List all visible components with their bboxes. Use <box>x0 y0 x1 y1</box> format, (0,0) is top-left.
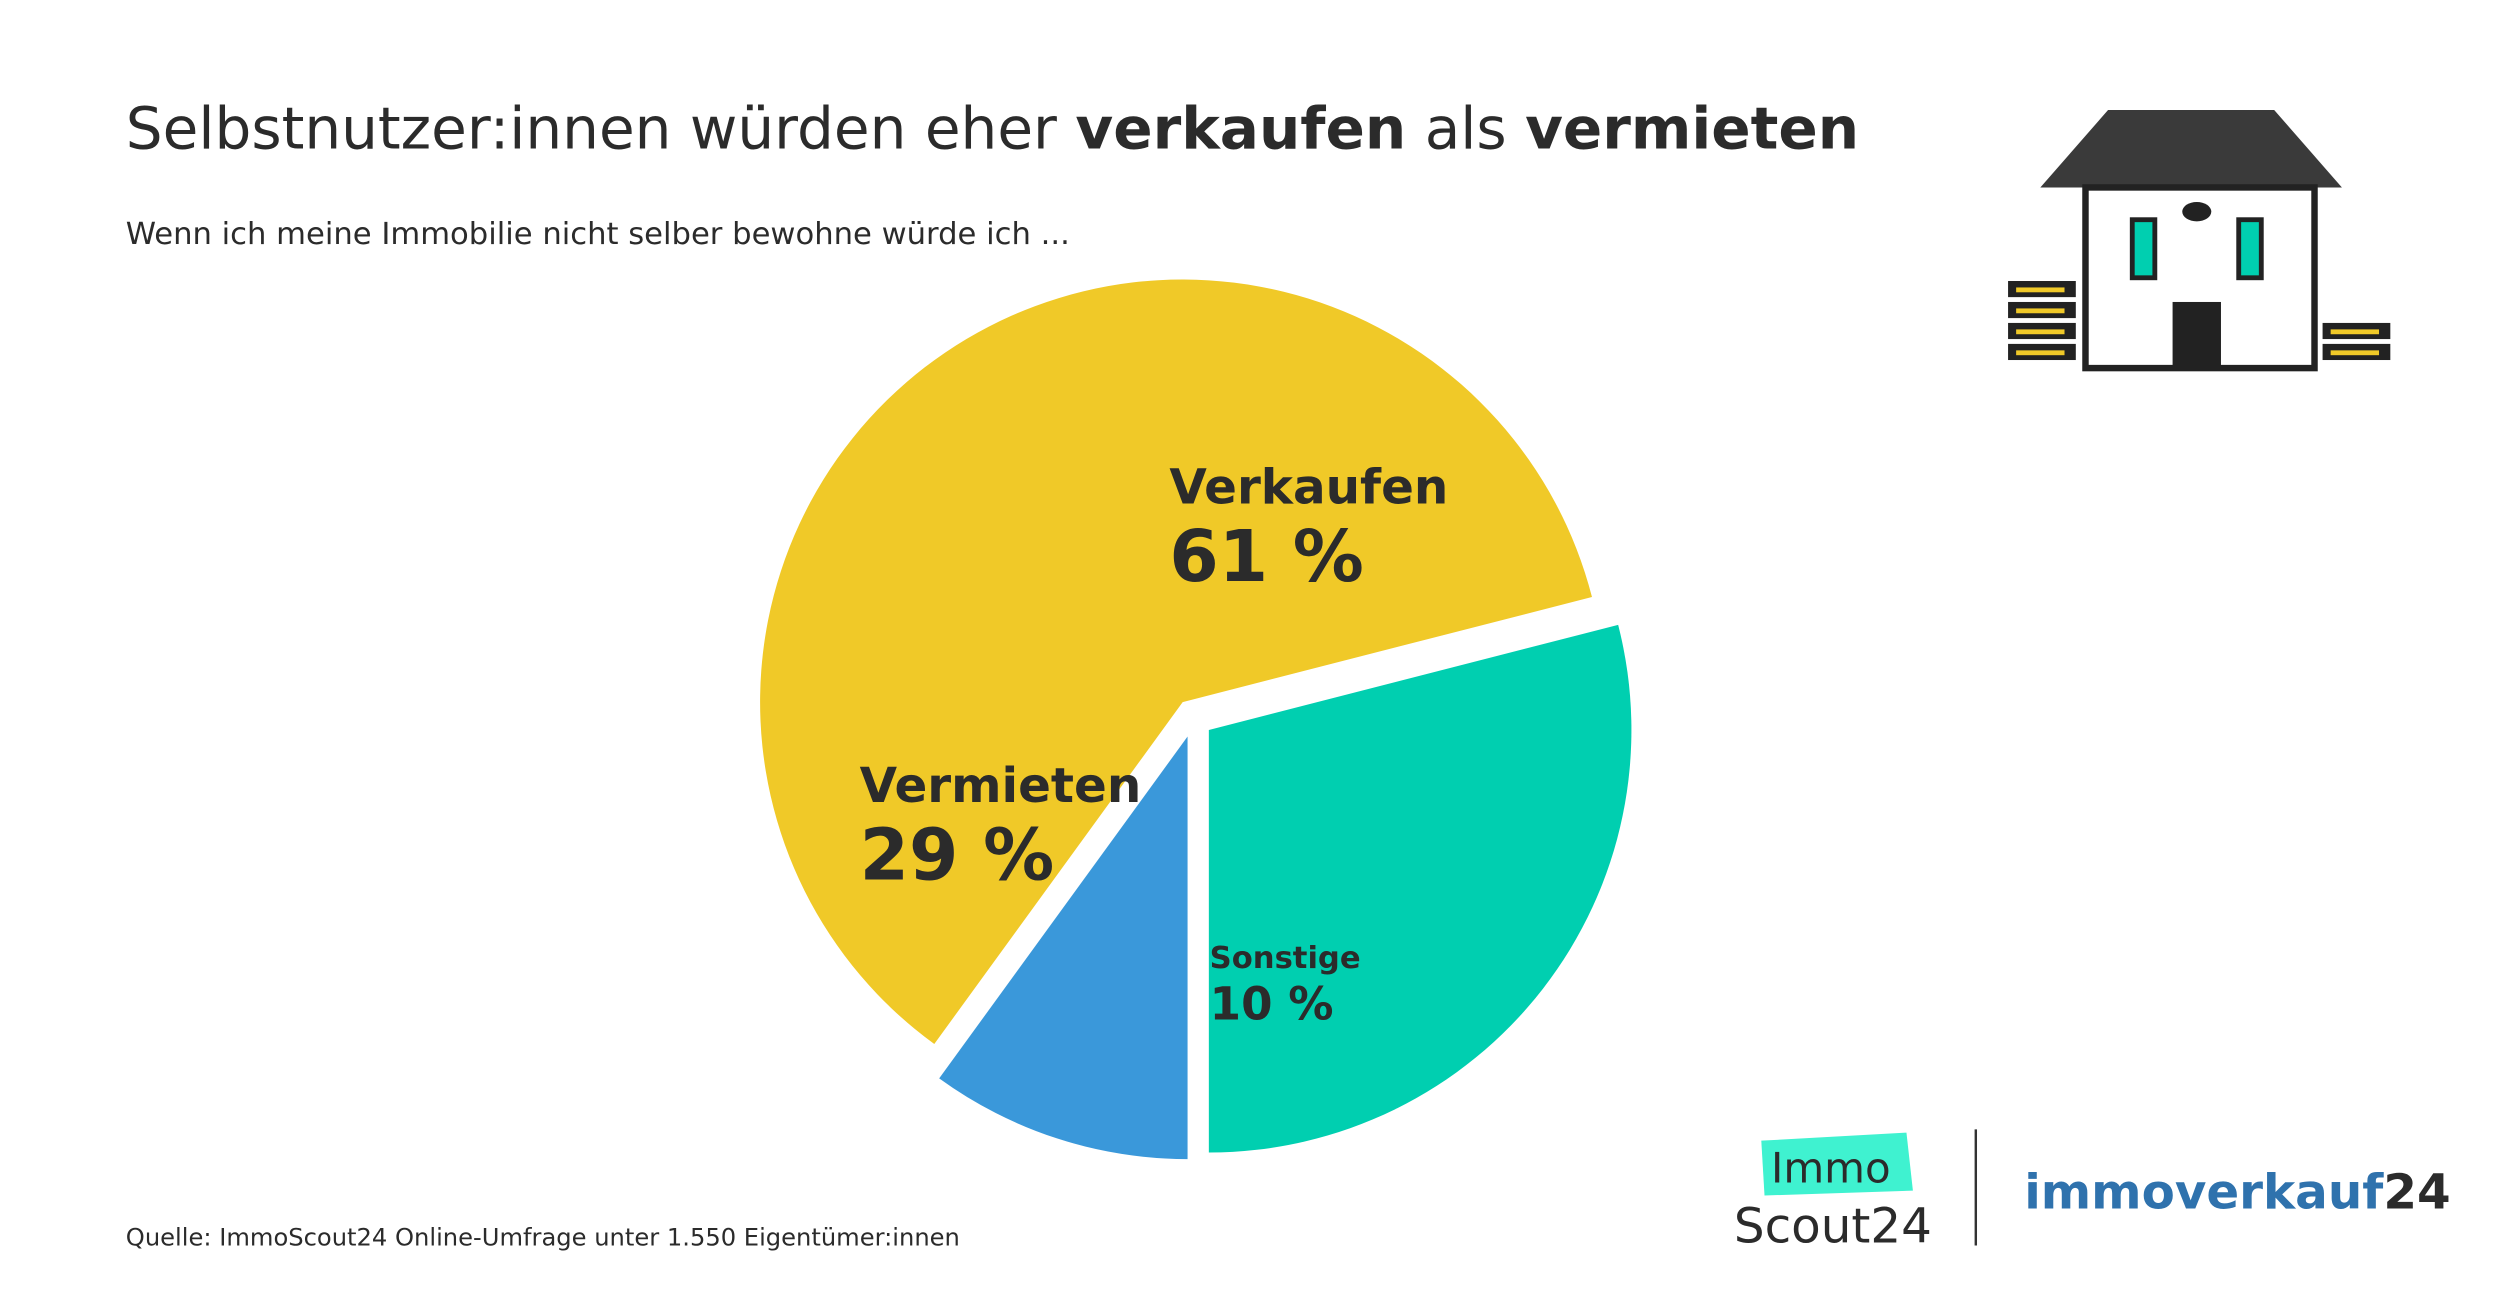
logo-text: Scout24 <box>1734 1198 1932 1254</box>
logo-text: 24 <box>2383 1164 2450 1220</box>
pie-slice <box>939 736 1188 1160</box>
slice-value-label: 29 % <box>860 813 1055 896</box>
title-part: als <box>1406 95 1525 163</box>
logo-text: Immo <box>1771 1144 1891 1193</box>
pie-slice <box>1208 624 1632 1153</box>
slice-label: Verkaufen <box>1169 460 1448 516</box>
subtitle: Wenn ich meine Immobilie nicht selber be… <box>126 217 1070 252</box>
house-icon <box>2008 110 2391 372</box>
slice-value-label: 61 % <box>1169 515 1364 598</box>
pie-slice <box>760 279 1592 1044</box>
title-part: Selbstnutzer:innen würden eher <box>126 95 1076 163</box>
source: Quelle: ImmoScout24 Online-Umfrage unter… <box>126 1224 960 1252</box>
logo-immoscout: Immo Scout24 <box>1734 1132 1932 1254</box>
logo-text: immoverkauf <box>2024 1164 2384 1220</box>
chart-title: Selbstnutzer:innen würden eher verkaufen… <box>126 95 1859 163</box>
slice-label: Sonstige <box>1210 941 1361 976</box>
title-part: vermieten <box>1525 95 1859 163</box>
logo-immoverkauf: immoverkauf24 <box>2024 1164 2450 1220</box>
slice-value-label: 10 % <box>1210 978 1334 1031</box>
slice-label: Vermieten <box>860 758 1142 814</box>
title-part: verkaufen <box>1075 95 1406 163</box>
